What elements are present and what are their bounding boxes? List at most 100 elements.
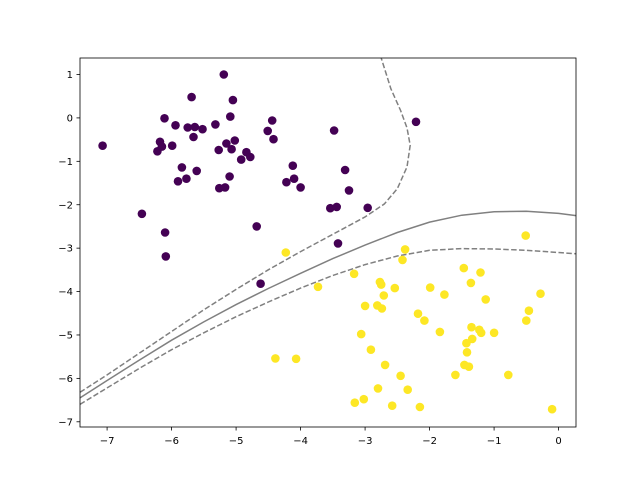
y-tick-label: −1 [58, 157, 73, 168]
y-tick-label: −5 [58, 331, 73, 342]
data-point-class-1 [462, 348, 472, 357]
data-point-class-0 [214, 145, 223, 155]
data-point-class-1 [413, 309, 423, 319]
data-point-class-1 [440, 290, 449, 299]
data-point-class-0 [187, 92, 196, 102]
data-point-class-0 [267, 116, 277, 125]
data-point-class-1 [387, 401, 397, 411]
data-point-class-0 [344, 186, 354, 195]
data-point-class-0 [288, 161, 298, 170]
decision-boundaries [79, 57, 577, 406]
data-point-class-1 [476, 268, 485, 277]
data-point-class-0 [173, 177, 183, 186]
data-point-class-0 [157, 142, 167, 151]
data-point-class-1 [359, 394, 369, 404]
data-point-class-1 [435, 327, 445, 337]
x-tick-label: −6 [164, 436, 179, 447]
contour-line-level-0 [79, 210, 577, 399]
data-point-class-0 [198, 124, 207, 134]
data-point-class-0 [296, 183, 305, 192]
y-tick-label: −6 [58, 374, 73, 385]
data-point-class-0 [332, 202, 342, 212]
plot-frame [79, 57, 577, 428]
data-point-class-1 [467, 322, 476, 332]
data-point-class-1 [489, 328, 499, 338]
data-point-class-0 [326, 203, 335, 213]
data-point-class-1 [281, 248, 291, 257]
data-point-class-0 [220, 183, 230, 192]
data-point-class-1 [420, 316, 429, 325]
data-point-class-1 [396, 371, 405, 381]
contour-line-level-1 [79, 57, 411, 393]
y-tick-label: −4 [58, 287, 73, 298]
data-point-class-0 [411, 117, 421, 127]
data-point-class-0 [340, 165, 350, 175]
data-point-class-0 [333, 239, 343, 248]
data-point-class-1 [451, 370, 460, 380]
y-axis-ticks: 1 0 −1 −2 −3 −4 −5 −6 −7 [58, 70, 80, 428]
data-point-class-0 [177, 163, 187, 172]
contour-line-level--1 [79, 247, 577, 406]
data-point-class-0 [230, 136, 240, 145]
data-point-class-0 [137, 209, 147, 219]
data-point-class-0 [219, 70, 229, 79]
data-point-class-0 [171, 121, 180, 130]
data-point-class-0 [183, 123, 192, 132]
data-point-class-1 [291, 354, 301, 364]
x-tick-label: −7 [100, 436, 115, 447]
data-point-class-0 [211, 120, 220, 129]
data-point-class-1 [403, 385, 413, 395]
data-point-class-1 [536, 289, 545, 299]
data-point-class-0 [329, 126, 339, 135]
data-point-class-0 [236, 155, 246, 164]
data-point-class-0 [225, 172, 234, 181]
data-point-class-0 [363, 203, 373, 213]
x-axis-ticks: −7 −6 −5 −4 −3 −2 −1 0 [100, 427, 562, 447]
data-point-class-1 [400, 245, 410, 254]
data-point-class-1 [379, 291, 389, 300]
data-point-class-0 [252, 222, 261, 231]
data-point-class-1 [313, 282, 323, 292]
data-point-class-1 [467, 334, 477, 344]
data-points [98, 70, 557, 414]
data-point-class-1 [464, 362, 474, 372]
data-point-class-0 [289, 174, 299, 183]
data-point-class-1 [521, 231, 530, 240]
data-point-class-0 [160, 228, 170, 237]
x-tick-label: −2 [422, 436, 437, 447]
data-point-class-0 [98, 141, 107, 150]
data-point-class-1 [376, 280, 386, 289]
data-point-class-0 [227, 144, 236, 154]
data-point-class-0 [167, 141, 177, 150]
data-point-class-1 [349, 269, 359, 279]
data-point-class-1 [425, 283, 435, 292]
data-point-class-1 [522, 316, 531, 325]
data-point-class-0 [263, 126, 273, 136]
y-tick-label: 0 [67, 114, 73, 125]
data-point-class-1 [547, 404, 557, 414]
x-tick-label: −5 [229, 436, 244, 447]
y-tick-label: −2 [58, 200, 73, 211]
data-point-class-1 [380, 360, 390, 370]
data-point-class-1 [350, 398, 360, 408]
x-tick-label: 0 [555, 436, 561, 447]
data-point-class-0 [161, 252, 171, 261]
data-point-class-0 [190, 122, 200, 132]
y-tick-label: −7 [58, 417, 73, 428]
plot-area [80, 58, 576, 427]
data-point-class-1 [390, 283, 400, 293]
y-tick-label: −3 [58, 244, 73, 255]
data-point-class-1 [377, 304, 387, 313]
data-point-class-0 [246, 152, 255, 162]
data-point-class-0 [189, 132, 198, 142]
data-point-class-0 [282, 177, 291, 187]
data-point-class-1 [466, 278, 476, 288]
y-tick-label: 1 [67, 70, 73, 81]
data-point-class-0 [269, 134, 278, 144]
data-point-class-0 [228, 95, 238, 105]
x-tick-label: −4 [293, 436, 308, 447]
data-point-class-1 [373, 384, 383, 393]
data-point-class-0 [256, 279, 265, 289]
data-point-class-1 [459, 263, 469, 273]
